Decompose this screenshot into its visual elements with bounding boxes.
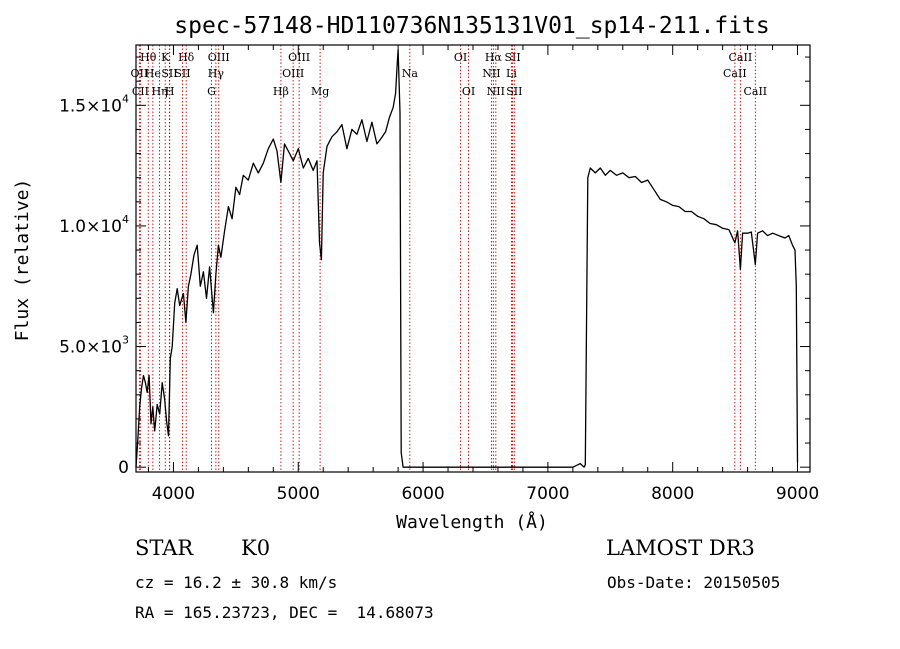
marker-label: OIII [282,67,304,80]
y-tick-exponent: 4 [122,92,129,105]
survey-name: LAMOST DR3 [606,536,755,560]
y-tick-label: 1.0×104 [59,213,129,237]
marker-label: OIII [208,51,230,64]
y-tick-exponent: 3 [122,334,129,347]
marker-label: Mg [311,85,329,98]
marker-label: OIII [288,51,310,64]
marker-label: SII [174,67,190,80]
y-tick-label: 0 [118,458,129,478]
x-tick-label: 4000 [152,484,195,504]
marker-label: Hδ [178,51,195,64]
marker-label: Na [402,67,419,80]
x-tick-label: 9000 [776,484,819,504]
object-class: STAR [135,536,194,560]
x-axis-ticks: 4000 5000 6000 7000 8000 9000 [147,45,819,504]
marker-label: Hβ [273,85,289,98]
y-tick-mantissa: 0 [118,458,129,478]
x-axis-label: Wavelength (Å) [396,511,548,533]
marker-label: NII [487,85,505,98]
marker-label: CII [132,85,149,98]
y-tick-label: 5.0×103 [59,334,129,358]
marker-label: SII [506,85,522,98]
y-tick-mantissa: 1.0×10 [59,217,122,237]
x-tick-label: 7000 [526,484,569,504]
marker-label: CaII [743,85,767,98]
marker-label: K [161,51,170,64]
y-tick-mantissa: 5.0×10 [59,338,122,358]
line-markers: Hθ OII CII He Hη K SII H Hδ SII OIII Hγ G Hβ OIII OIII M… [131,45,767,472]
marker-label: G [207,85,216,98]
y-tick-exponent: 4 [122,213,129,226]
spectrum-line [135,49,799,468]
marker-label: He [145,67,161,80]
redshift-velocity: cz = 16.2 ± 30.8 km/s [135,573,338,592]
x-tick-label: 5000 [277,484,320,504]
marker-label: Hα [485,51,503,64]
marker-label: H [165,85,175,98]
marker-label: Hθ [140,51,157,64]
marker-label: OII [131,67,149,80]
plot-frame [135,44,811,473]
x-tick-label: 6000 [401,484,444,504]
marker-label: CaII [729,51,753,64]
marker-label: OI [454,51,467,64]
y-tick-mantissa: 1.5×10 [59,96,122,116]
object-subclass: K0 [241,536,271,560]
marker-label: SII [504,51,520,64]
marker-label: Hγ [208,67,225,80]
y-axis-label: Flux (relative) [12,179,33,342]
marker-label: CaII [723,67,747,80]
marker-label: OI [462,85,475,98]
y-tick-label: 1.5×104 [59,92,129,116]
x-tick-label: 8000 [651,484,694,504]
sky-coordinates: RA = 165.23723, DEC = 14.68073 [135,603,434,622]
marker-label: Hη [151,85,167,98]
chart-title: spec-57148-HD110736N135131V01_sp14-211.f… [174,13,769,39]
marker-label: NII [482,67,500,80]
marker-label: Li [506,67,517,80]
observation-date: Obs-Date: 20150505 [607,573,781,592]
